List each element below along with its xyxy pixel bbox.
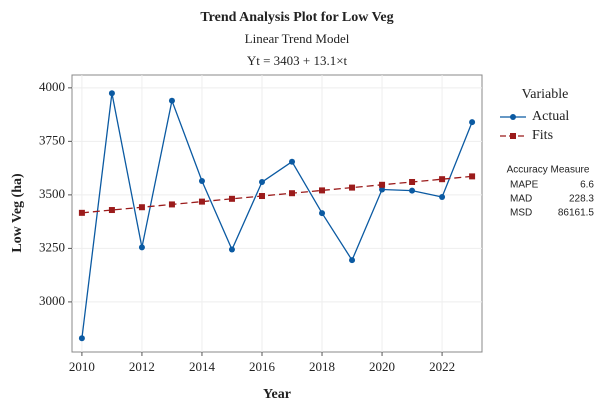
x-tick-label: 2020	[369, 359, 395, 374]
data-point	[409, 187, 416, 194]
accuracy-value: 6.6	[580, 180, 594, 191]
data-point	[349, 184, 356, 191]
data-point	[168, 97, 175, 104]
legend-marker	[510, 133, 516, 139]
accuracy-value: 86161.5	[558, 208, 595, 219]
data-point	[469, 119, 476, 126]
data-point	[469, 173, 476, 180]
data-point	[379, 181, 386, 188]
accuracy-value: 228.3	[569, 194, 594, 205]
x-tick-label: 2018	[309, 359, 335, 374]
accuracy-label: MAPE	[510, 180, 539, 191]
data-point	[168, 201, 175, 208]
x-axis-label: Year	[263, 387, 291, 402]
data-point	[409, 178, 416, 185]
chart-title: Trend Analysis Plot for Low Veg	[200, 10, 393, 25]
data-point	[108, 90, 115, 97]
data-point	[258, 193, 265, 200]
data-point	[319, 210, 326, 217]
legend-marker	[510, 114, 516, 120]
y-tick-label: 3500	[39, 186, 65, 201]
y-tick-label: 4000	[39, 79, 65, 94]
accuracy-label: MAD	[510, 194, 532, 205]
data-point	[349, 257, 356, 264]
series-line	[81, 93, 473, 339]
equation: Yt = 3403 + 13.1×t	[247, 53, 348, 68]
data-point	[228, 195, 235, 202]
data-point	[439, 176, 446, 183]
accuracy-title: Accuracy Measure	[507, 165, 590, 176]
data-point	[379, 186, 386, 193]
y-tick-label: 3250	[39, 239, 65, 254]
data-point	[258, 179, 265, 186]
chart-subtitle: Linear Trend Model	[245, 31, 350, 46]
x-tick-label: 2010	[69, 359, 95, 374]
data-point	[78, 209, 85, 216]
x-tick-label: 2012	[129, 359, 155, 374]
legend-title: Variable	[522, 87, 569, 102]
data-point	[138, 244, 145, 251]
x-tick-label: 2022	[429, 359, 455, 374]
y-axis-label: Low Veg (ha)	[10, 173, 25, 253]
x-tick-label: 2016	[249, 359, 276, 374]
data-point	[78, 335, 85, 342]
legend-label: Fits	[532, 128, 553, 143]
data-point	[198, 177, 205, 184]
data-point	[228, 246, 235, 253]
y-tick-label: 3000	[39, 293, 65, 308]
data-point	[439, 194, 446, 201]
x-tick-label: 2014	[189, 359, 216, 374]
legend-label: Actual	[532, 109, 569, 124]
data-point	[138, 204, 145, 211]
data-point	[108, 207, 115, 214]
y-tick-label: 3750	[39, 132, 65, 147]
accuracy-label: MSD	[510, 208, 532, 219]
data-point	[289, 190, 296, 197]
data-point	[198, 198, 205, 205]
data-point	[319, 187, 326, 194]
plot-area	[71, 74, 483, 353]
data-point	[289, 158, 296, 165]
